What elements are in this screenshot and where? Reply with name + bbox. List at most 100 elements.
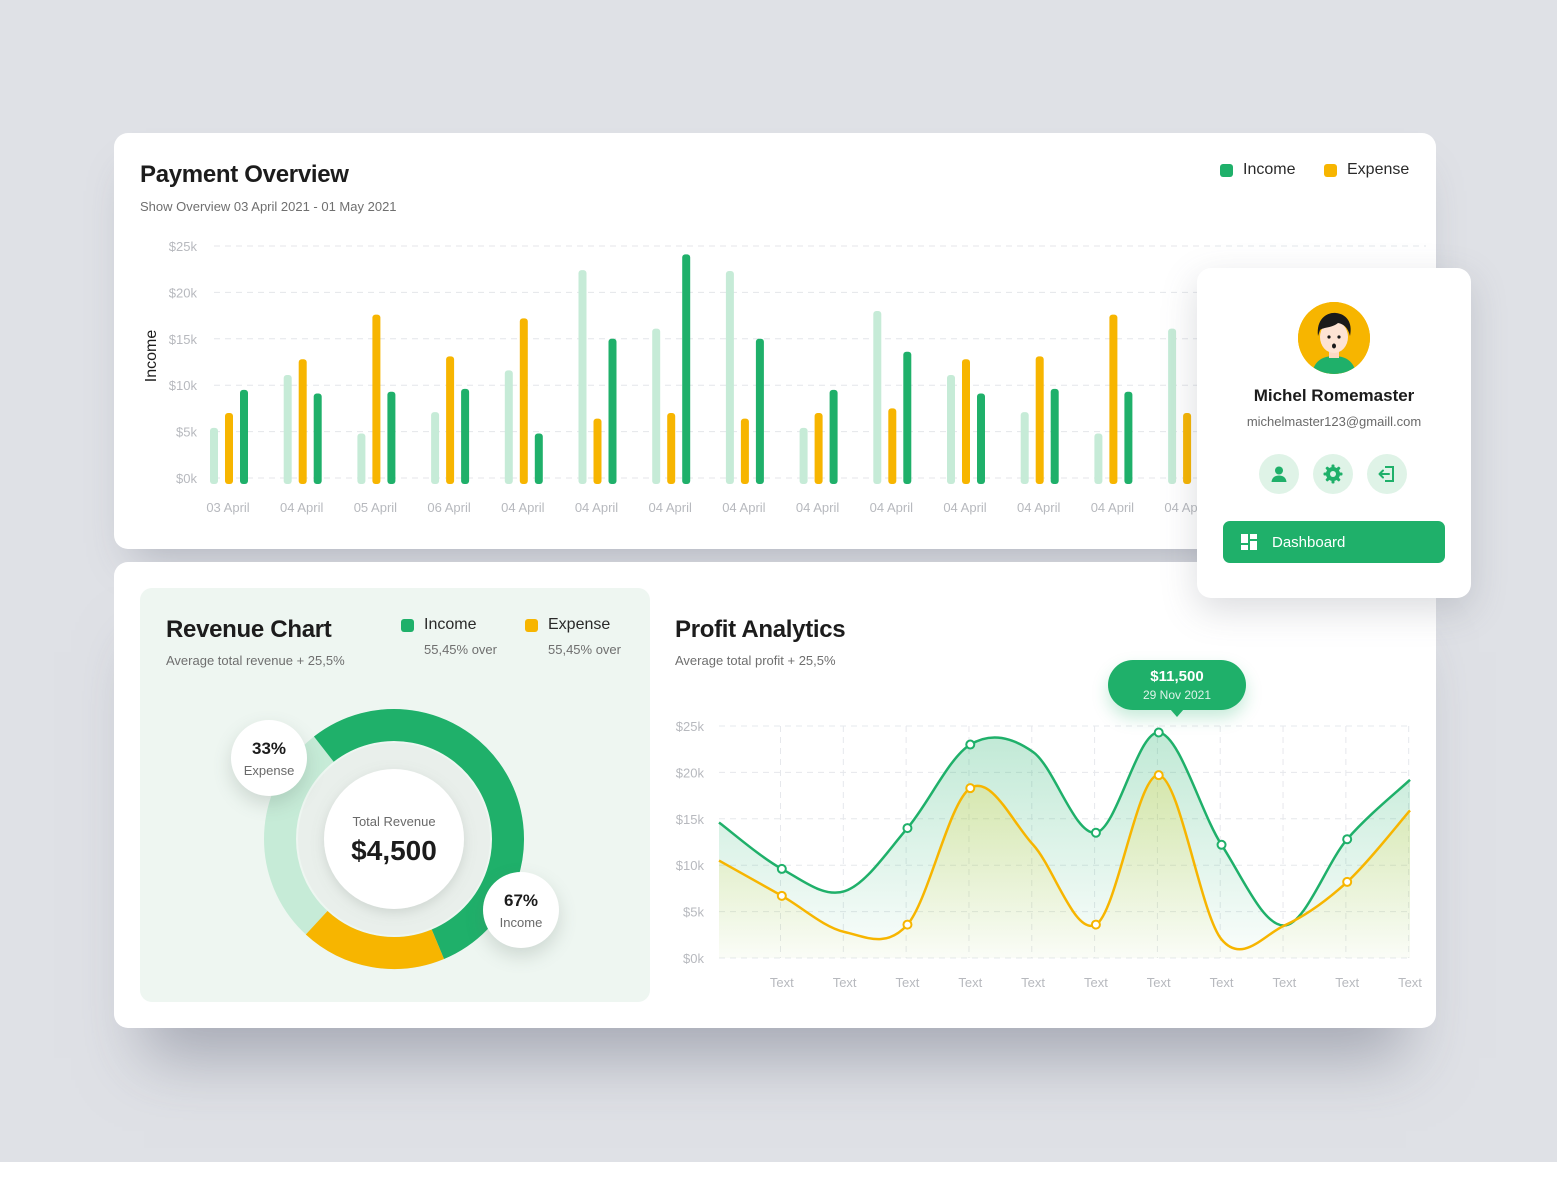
settings-button[interactable] [1313, 454, 1353, 494]
donut-center-label: Total Revenue [352, 814, 435, 829]
bar-x-tick-label: 04 April [870, 500, 913, 515]
bar-income [534, 433, 543, 484]
area-x-tick-label: Text [1272, 975, 1296, 990]
bar-income-light [357, 433, 366, 484]
bar-income-light [1020, 412, 1029, 484]
bar-y-tick-label: $10k [169, 378, 198, 393]
area-y-tick-label: $20k [676, 765, 705, 780]
profit-analytics-title: Profit Analytics [675, 616, 846, 643]
tooltip-value: $11,500 [1150, 668, 1204, 685]
area-x-tick-label: Text [833, 975, 857, 990]
area-point-expense [1153, 770, 1164, 781]
bar-income [461, 388, 470, 484]
bar-x-tick-label: 04 April [501, 500, 544, 515]
bar-income-light [799, 427, 808, 484]
dashboard-icon [1241, 534, 1257, 550]
revenue-legend-income-note: 55,45% over [424, 642, 497, 657]
area-point-income [1342, 834, 1353, 845]
area-point-expense [902, 919, 913, 930]
bar-income-light [1168, 328, 1177, 484]
bar-y-tick-label: $25k [169, 239, 198, 254]
bar-income [829, 389, 838, 484]
bar-y-tick-label: $15k [169, 332, 198, 347]
bar-expense [519, 318, 528, 484]
analytics-card: Revenue Chart Average total revenue + 25… [114, 562, 1436, 1028]
bar-x-tick-label: 04 April [1017, 500, 1060, 515]
dashboard-button[interactable]: Dashboard [1223, 521, 1445, 563]
bar-y-tick-label: $5k [176, 425, 197, 440]
area-point-income [1216, 839, 1227, 850]
bar-income [682, 254, 691, 484]
profile-button[interactable] [1259, 454, 1299, 494]
area-x-tick-label: Text [958, 975, 982, 990]
logout-button[interactable] [1367, 454, 1407, 494]
legend-income-swatch [1220, 163, 1233, 177]
bar-income-light [431, 412, 440, 484]
bar-expense [1035, 356, 1044, 484]
area-point-expense [1090, 919, 1101, 930]
dashboard-label: Dashboard [1272, 533, 1346, 551]
bar-y-axis-label: Income [143, 330, 160, 383]
tooltip-pointer [1170, 709, 1184, 717]
bar-expense [1109, 314, 1118, 484]
bar-income [608, 338, 617, 484]
profile-email: michelmaster123@gmaill.com [1246, 414, 1422, 429]
legend-income-label: Income [1243, 161, 1296, 178]
bar-expense [740, 418, 749, 484]
revenue-legend-income: Income [401, 616, 476, 634]
area-point-expense [1342, 876, 1353, 887]
bar-income-light [873, 310, 882, 484]
avatar-illustration [1298, 302, 1370, 374]
bar-expense [446, 356, 455, 484]
revenue-legend-expense-note: 55,45% over [548, 642, 621, 657]
gear-icon [1323, 464, 1343, 484]
area-x-tick-label: Text [1398, 975, 1422, 990]
avatar[interactable] [1298, 302, 1370, 374]
revenue-legend-expense: Expense [525, 616, 610, 634]
bar-x-tick-label: 04 April [722, 500, 765, 515]
bar-y-tick-label: $20k [169, 285, 198, 300]
bar-x-tick-label: 03 April [206, 500, 249, 515]
revenue-chart-title: Revenue Chart [166, 616, 332, 643]
profit-tooltip: $11,500 29 Nov 2021 [1108, 660, 1246, 717]
area-y-tick-label: $5k [683, 905, 704, 920]
area-fill-expense [719, 775, 1410, 958]
revenue-legend-expense-label: Expense [548, 616, 611, 633]
profile-card: Michel Romemaster michelmaster123@gmaill… [1197, 268, 1471, 598]
legend-income: Income [1220, 161, 1295, 179]
income-percent-label: Income [499, 914, 543, 930]
bar-income-light [1094, 433, 1103, 484]
bar-income-light [283, 374, 292, 484]
bar-x-tick-label: 04 April [649, 500, 692, 515]
bar-income-light [725, 271, 734, 484]
bar-x-tick-label: 04 April [1091, 500, 1134, 515]
bar-x-tick-label: 04 April [796, 500, 839, 515]
area-x-tick-label: Text [770, 975, 794, 990]
income-percent-bubble: 67% Income [483, 872, 559, 948]
bar-income [755, 338, 764, 484]
area-x-tick-label: Text [1021, 975, 1045, 990]
bar-expense [962, 359, 970, 484]
bar-expense [298, 359, 307, 484]
revenue-legend-income-label: Income [424, 616, 477, 633]
donut-center-value: $4,500 [351, 835, 437, 866]
payment-overview-title: Payment Overview [140, 161, 349, 188]
legend-expense: Expense [1324, 161, 1409, 179]
bar-expense [814, 413, 823, 484]
donut-center [324, 769, 464, 909]
area-fill-income [719, 732, 1410, 958]
profit-area-chart: $0k $5k $10k $15k $20k $25k Text Text Text Text Te… [676, 719, 1423, 990]
bar-income-light [652, 328, 661, 484]
expense-percent-label: Expense [243, 762, 295, 778]
bar-x-tick-label: 04 April [280, 500, 323, 515]
bar-income-light [947, 374, 955, 484]
bar-income [903, 351, 912, 484]
bar-income [1050, 388, 1059, 484]
area-x-tick-label: Text [1084, 975, 1108, 990]
area-y-tick-label: $0k [683, 951, 704, 966]
area-line-expense [718, 773, 1411, 951]
legend-expense-swatch [1324, 163, 1337, 177]
area-y-tick-label: $25k [676, 719, 705, 734]
bar-income [387, 391, 396, 484]
revenue-chart-panel: Revenue Chart Average total revenue + 25… [140, 588, 650, 1002]
